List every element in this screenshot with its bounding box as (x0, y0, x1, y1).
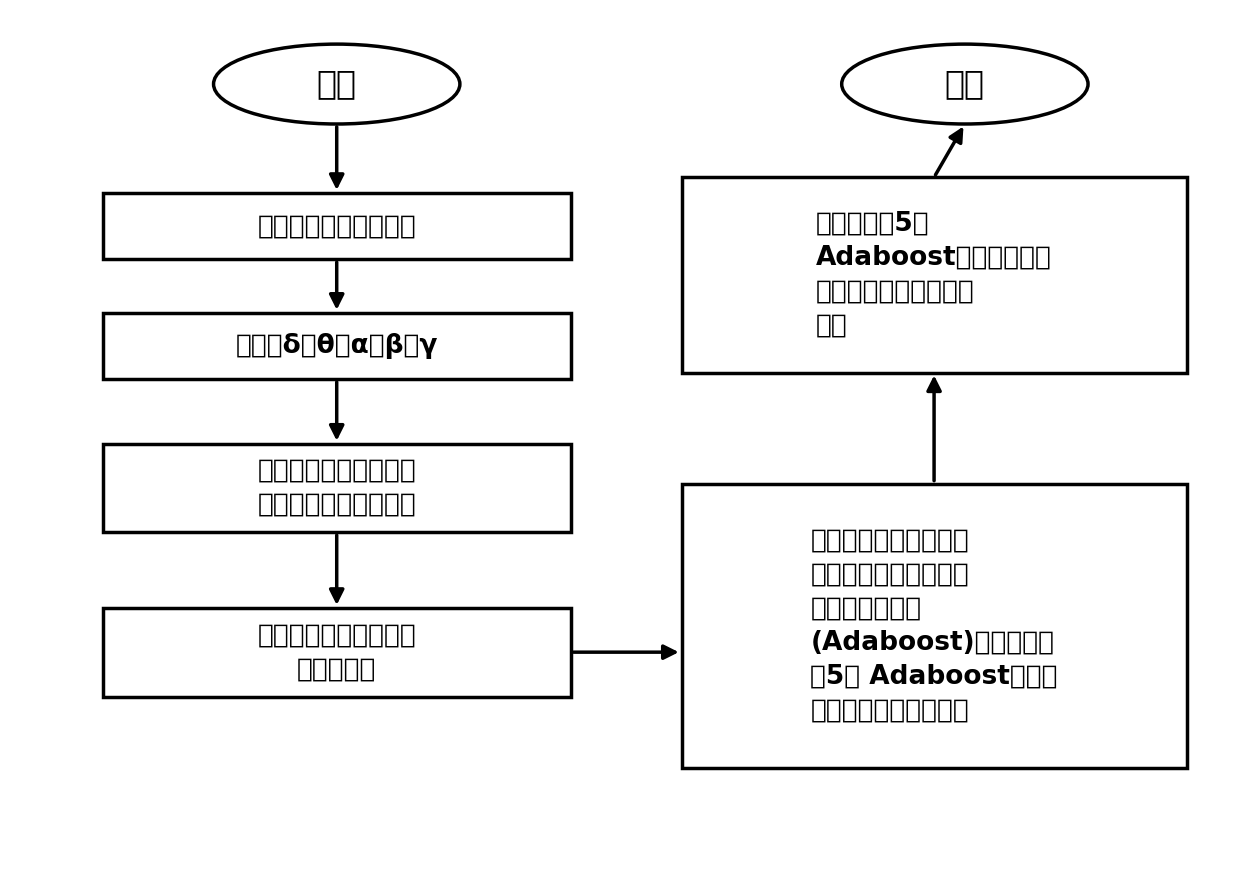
FancyBboxPatch shape (103, 313, 570, 379)
Text: 将各个频段的动态功能
连接熵作为分类特征，
训练自适应提高
(Adaboost)分类器，得
到5个 Adaboost分类器
以及对应的分类正确率: 将各个频段的动态功能 连接熵作为分类特征， 训练自适应提高 (Adaboost)… (810, 528, 1058, 724)
FancyBboxPatch shape (682, 484, 1187, 768)
Text: 计算各个脑区间功能连
接的信息熵: 计算各个脑区间功能连 接的信息熵 (258, 622, 417, 682)
Ellipse shape (842, 44, 1087, 124)
Text: 利用相位同步分析方法
构建动态功能连接矩阵: 利用相位同步分析方法 构建动态功能连接矩阵 (258, 458, 417, 518)
Text: 滤波：δ、θ、α、β、γ: 滤波：δ、θ、α、β、γ (236, 333, 438, 359)
Text: 开始: 开始 (316, 67, 357, 100)
Text: 脑电信号提取及预处理: 脑电信号提取及预处理 (258, 213, 417, 239)
Text: 将训练好的5个
Adaboost分类器以投票
的方式对样本进行组合
分类: 将训练好的5个 Adaboost分类器以投票 的方式对样本进行组合 分类 (816, 211, 1052, 339)
Text: 结束: 结束 (945, 67, 985, 100)
FancyBboxPatch shape (103, 444, 570, 532)
FancyBboxPatch shape (103, 193, 570, 259)
FancyBboxPatch shape (103, 607, 570, 696)
Ellipse shape (213, 44, 460, 124)
FancyBboxPatch shape (682, 177, 1187, 373)
